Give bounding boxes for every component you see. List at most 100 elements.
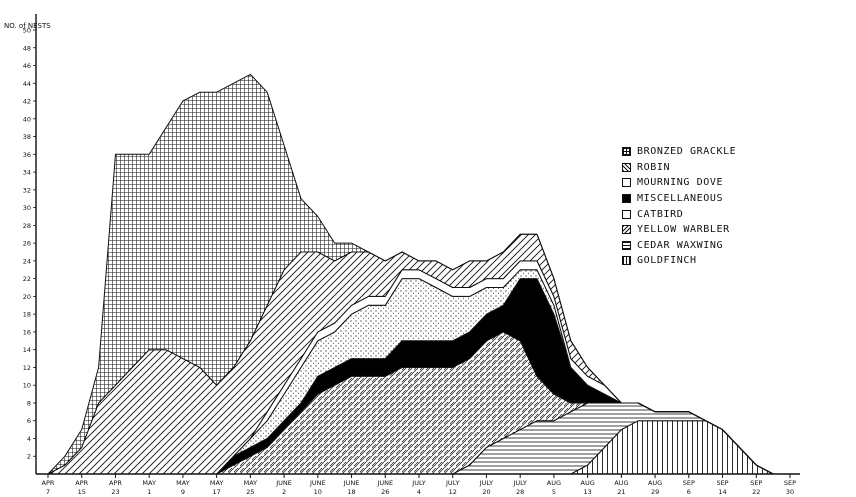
y-tick-label: 38 — [23, 133, 31, 141]
x-tick-label-month: AUG — [614, 479, 628, 487]
x-tick-label-day: 18 — [347, 488, 355, 496]
legend-swatch — [622, 147, 631, 157]
legend-swatch — [622, 256, 631, 266]
x-tick-label-day: 22 — [752, 488, 760, 496]
y-tick-label: 32 — [23, 186, 31, 194]
y-tick-label: 12 — [23, 364, 31, 372]
y-tick-label: 50 — [23, 27, 31, 35]
x-tick-label-month: AUG — [581, 479, 595, 487]
x-tick-label-day: 9 — [181, 488, 185, 496]
legend-swatch — [622, 225, 631, 235]
y-tick-label: 20 — [23, 293, 31, 301]
legend-label: MISCELLANEOUS — [637, 193, 724, 205]
x-tick-label-month: JULY — [411, 479, 425, 487]
x-tick-label-day: 23 — [111, 488, 119, 496]
x-tick-label-day: 7 — [46, 488, 50, 496]
legend-item: ROBIN — [622, 160, 812, 176]
x-tick-label-day: 4 — [417, 488, 421, 496]
legend-swatch — [622, 178, 631, 188]
legend-item: MOURNING DOVE — [622, 175, 812, 191]
legend-item: YELLOW WARBLER — [622, 222, 812, 238]
y-tick-label: 18 — [23, 311, 31, 319]
legend-swatch — [622, 240, 631, 250]
legend-label: CATBIRD — [637, 208, 684, 220]
y-tick-label: 26 — [23, 240, 31, 248]
x-tick-label-month: AUG — [648, 479, 662, 487]
x-tick-label-day: 30 — [786, 488, 794, 496]
legend-item: MISCELLANEOUS — [622, 191, 812, 207]
y-tick-label: 36 — [23, 151, 31, 159]
y-tick-label: 2 — [27, 453, 31, 461]
x-tick-label-day: 15 — [78, 488, 86, 496]
x-tick-label-day: 21 — [617, 488, 625, 496]
y-tick-label: 28 — [23, 222, 31, 230]
y-tick-label: 6 — [27, 417, 31, 425]
legend-label: YELLOW WARBLER — [637, 224, 730, 236]
x-tick-label-month: MAY — [244, 479, 258, 487]
y-tick-label: 44 — [23, 80, 31, 88]
x-tick-label-day: 29 — [651, 488, 659, 496]
x-tick-label-month: JUNE — [343, 479, 360, 487]
x-tick-label-day: 28 — [516, 488, 524, 496]
x-tick-label-day: 6 — [687, 488, 691, 496]
x-tick-label-month: AUG — [547, 479, 561, 487]
x-tick-label-day: 1 — [147, 488, 151, 496]
y-tick-label: 48 — [23, 44, 31, 52]
axes — [35, 14, 800, 475]
x-tick-label-month: SEP — [716, 479, 728, 487]
legend-item: CATBIRD — [622, 206, 812, 222]
area-layers — [47, 73, 774, 475]
x-tick-label-month: MAY — [176, 479, 190, 487]
x-tick-label-month: APR — [42, 479, 55, 487]
x-tick-label-day: 5 — [552, 488, 556, 496]
x-tick-label-month: JULY — [479, 479, 493, 487]
y-ticks: 2468101214161820222426283032343638404244… — [23, 27, 36, 461]
y-tick-label: 22 — [23, 275, 31, 283]
x-tick-label-day: 10 — [314, 488, 322, 496]
y-tick-label: 24 — [23, 257, 31, 265]
x-tick-label-month: SEP — [784, 479, 796, 487]
x-tick-label-day: 26 — [381, 488, 389, 496]
legend-item: CEDAR WAXWING — [622, 238, 812, 254]
y-tick-label: 10 — [23, 382, 31, 390]
x-ticks: APR7APR15APR23MAY1MAY9MAY17MAY25JUNE2JUN… — [42, 474, 796, 496]
x-tick-label-month: SEP — [750, 479, 762, 487]
x-tick-label-day: 13 — [583, 488, 591, 496]
x-tick-label-month: APR — [75, 479, 88, 487]
x-tick-label-month: JUNE — [275, 479, 292, 487]
x-tick-label-day: 17 — [212, 488, 220, 496]
x-tick-label-day: 2 — [282, 488, 286, 496]
y-tick-label: 4 — [27, 435, 31, 443]
y-tick-label: 16 — [23, 328, 31, 336]
y-tick-label: 8 — [27, 399, 31, 407]
x-tick-label-day: 25 — [246, 488, 254, 496]
legend-swatch — [622, 209, 631, 219]
y-tick-label: 46 — [23, 62, 31, 70]
x-tick-label-month: JUNE — [309, 479, 326, 487]
x-tick-label-month: SEP — [683, 479, 695, 487]
y-tick-label: 14 — [23, 346, 31, 354]
y-tick-label: 42 — [23, 98, 31, 106]
legend-swatch — [622, 162, 631, 172]
legend-swatch — [622, 194, 631, 204]
legend-label: CEDAR WAXWING — [637, 239, 724, 251]
x-tick-label-day: 12 — [449, 488, 457, 496]
x-tick-label-month: MAY — [142, 479, 156, 487]
x-tick-label-month: JUNE — [376, 479, 393, 487]
y-axis-label: NO. of NESTS — [4, 22, 51, 30]
y-tick-label: 34 — [23, 169, 31, 177]
x-tick-label-month: APR — [109, 479, 122, 487]
legend-item: BRONZED GRACKLE — [622, 144, 812, 160]
legend-label: MOURNING DOVE — [637, 177, 724, 189]
x-tick-label-month: JULY — [445, 479, 459, 487]
x-tick-label-day: 20 — [482, 488, 490, 496]
legend-label: ROBIN — [637, 161, 671, 173]
legend-label: BRONZED GRACKLE — [637, 146, 737, 158]
legend-label: GOLDFINCH — [637, 255, 697, 267]
x-tick-label-day: 14 — [718, 488, 726, 496]
x-tick-label-month: MAY — [210, 479, 224, 487]
y-tick-label: 40 — [23, 115, 31, 123]
x-tick-label-month: JULY — [512, 479, 526, 487]
legend-item: GOLDFINCH — [622, 253, 812, 269]
